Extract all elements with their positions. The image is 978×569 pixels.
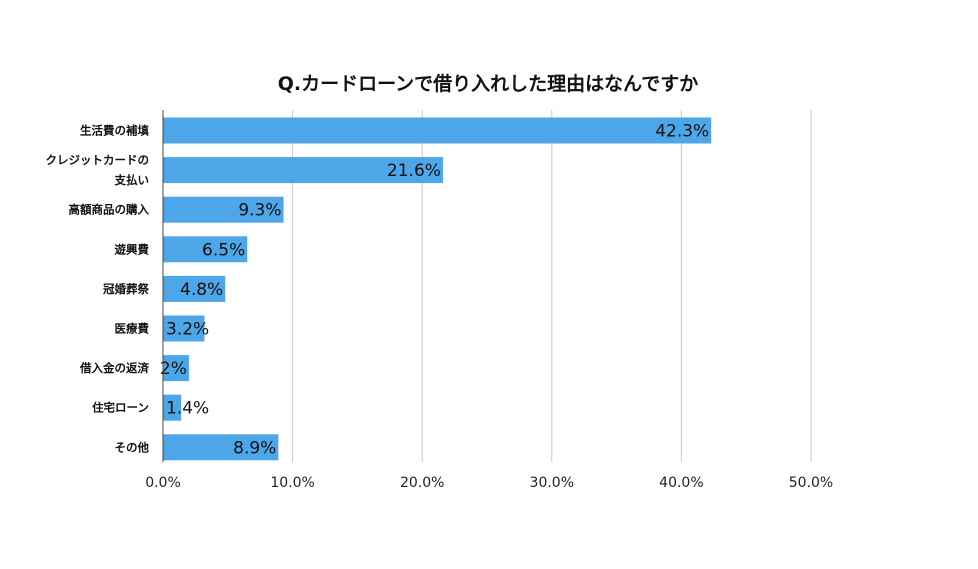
category-label: 医療費 [115, 322, 150, 336]
data-label: 21.6% [387, 161, 441, 181]
bar [163, 394, 182, 421]
category-label: クレジットカードの支払い [46, 153, 150, 187]
category-label: 高額商品の購入 [69, 203, 150, 217]
category-label: 生活費の補填 [80, 124, 149, 138]
data-labels: 42.3% 21.6% 9.3% 6.5% 4.8% 3.2% 2% 1.4% 8.9% [160, 122, 709, 459]
x-tick-label: 20.0% [400, 475, 444, 491]
bar [163, 355, 189, 382]
data-label: 42.3% [655, 122, 709, 142]
bar [163, 275, 226, 302]
x-tick-label: 40.0% [659, 475, 703, 491]
bars [163, 117, 712, 461]
bar [163, 157, 443, 184]
data-label: 3.2% [166, 320, 209, 340]
category-label: 借入金の返済 [79, 361, 149, 375]
category-label: 遊興費 [115, 242, 150, 256]
x-tick-label: 50.0% [789, 475, 833, 491]
data-label: 9.3% [238, 201, 281, 221]
x-tick-label: 10.0% [270, 475, 314, 491]
data-label: 2% [160, 359, 187, 379]
category-label: その他 [115, 440, 150, 454]
x-tick-label: 0.0% [145, 475, 181, 491]
category-label: 冠婚葬祭 [103, 282, 149, 296]
bar [163, 196, 284, 223]
x-axis-tick-labels: 0.0% 10.0% 20.0% 30.0% 40.0% 50.0% [145, 475, 833, 491]
bar [163, 117, 712, 144]
category-label: 住宅ローン [92, 401, 149, 415]
data-label: 6.5% [202, 240, 245, 260]
x-tick-label: 30.0% [530, 475, 574, 491]
category-labels: 生活費の補填クレジットカードの支払い高額商品の購入遊興費冠婚葬祭医療費借入金の返… [46, 124, 150, 455]
data-label: 4.8% [180, 280, 223, 300]
data-label: 1.4% [166, 399, 209, 419]
bar [163, 315, 205, 342]
bar [163, 434, 279, 461]
bar [163, 236, 248, 263]
chart-title: Q.カードローンで借り入れした理由はなんですか [278, 72, 698, 95]
data-label: 8.9% [233, 438, 276, 458]
